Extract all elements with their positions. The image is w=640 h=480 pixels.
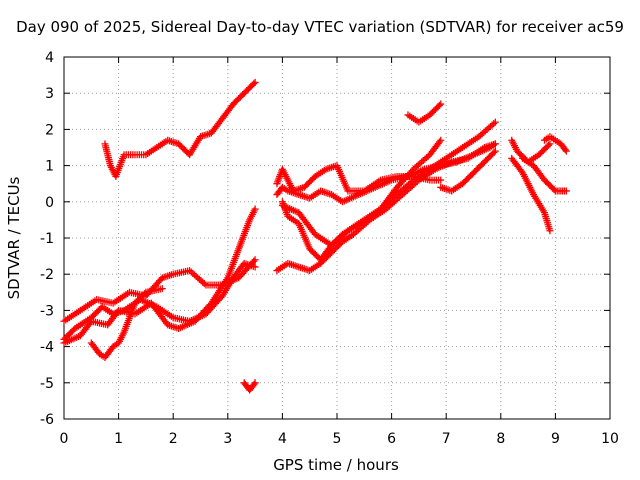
y-tick-label: -6 xyxy=(40,412,54,428)
x-axis: 0 1 2 3 4 5 6 7 8 9 10 xyxy=(60,57,619,447)
x-tick-label: 7 xyxy=(442,431,451,447)
data-series xyxy=(404,100,445,126)
x-tick-label: 0 xyxy=(60,431,69,447)
chart-title: Day 090 of 2025, Sidereal Day-to-day VTE… xyxy=(16,18,624,36)
data-point-marker xyxy=(250,380,258,388)
data-point-marker xyxy=(491,147,499,155)
y-tick-label: 3 xyxy=(45,86,54,102)
data-series xyxy=(273,140,499,206)
data-point-marker xyxy=(437,136,445,144)
data-point-marker xyxy=(561,146,569,154)
x-tick-label: 2 xyxy=(169,431,178,447)
data-point-marker xyxy=(546,227,554,235)
data-point-marker xyxy=(200,280,208,288)
y-tick-label: 1 xyxy=(45,159,54,175)
data-series xyxy=(508,154,554,235)
y-tick-label: -2 xyxy=(40,267,54,283)
x-tick-label: 5 xyxy=(333,431,342,447)
x-tick-label: 9 xyxy=(551,431,560,447)
data-series xyxy=(519,154,570,195)
y-tick-label: -3 xyxy=(40,303,54,319)
data-point-marker xyxy=(435,101,443,109)
data-point-marker xyxy=(86,319,94,327)
y-tick-label: -4 xyxy=(40,340,54,356)
x-tick-label: 3 xyxy=(223,431,232,447)
data-point-marker xyxy=(251,78,259,86)
data-point-marker xyxy=(437,176,445,184)
gridlines xyxy=(64,57,610,419)
data-point-marker xyxy=(546,140,554,148)
x-tick-label: 1 xyxy=(114,431,123,447)
y-tick-label: 0 xyxy=(45,195,54,211)
data-point-marker xyxy=(491,140,499,148)
x-axis-label: GPS time / hours xyxy=(273,456,399,474)
y-axis-label: SDTVAR / TECUs xyxy=(5,176,23,299)
data-point-marker xyxy=(437,100,445,108)
data-point-marker xyxy=(562,187,570,195)
data-point-marker xyxy=(436,138,444,146)
data-point-marker xyxy=(251,256,259,264)
data-point-marker xyxy=(251,205,259,213)
data-point-marker xyxy=(251,379,259,387)
y-tick-label: 4 xyxy=(45,50,54,66)
data-series xyxy=(60,205,259,347)
data-series xyxy=(273,162,445,195)
data-series xyxy=(87,285,166,361)
y-tick-label: -5 xyxy=(40,376,54,392)
data-point-marker xyxy=(490,148,498,156)
data-series xyxy=(240,379,259,394)
data-series xyxy=(278,118,499,249)
x-tick-label: 4 xyxy=(278,431,287,447)
data-point-marker xyxy=(562,147,570,155)
data-series xyxy=(437,147,499,195)
x-tick-label: 8 xyxy=(496,431,505,447)
data-points xyxy=(60,78,570,394)
y-tick-label: 2 xyxy=(45,122,54,138)
data-series xyxy=(278,136,445,264)
data-point-marker xyxy=(250,80,258,88)
x-tick-label: 6 xyxy=(387,431,396,447)
data-point-marker xyxy=(158,285,166,293)
data-point-marker xyxy=(490,120,498,128)
data-point-marker xyxy=(251,263,259,271)
data-point-marker xyxy=(491,118,499,126)
data-point-marker xyxy=(550,186,558,194)
y-tick-label: -1 xyxy=(40,231,54,247)
data-series xyxy=(101,78,259,180)
data-point-marker xyxy=(113,308,121,316)
data-point-marker xyxy=(545,141,553,149)
data-series xyxy=(540,133,570,155)
y-axis: -6 -5 -4 -3 -2 -1 0 1 2 3 4 xyxy=(40,50,610,428)
x-tick-label: 10 xyxy=(601,431,619,447)
